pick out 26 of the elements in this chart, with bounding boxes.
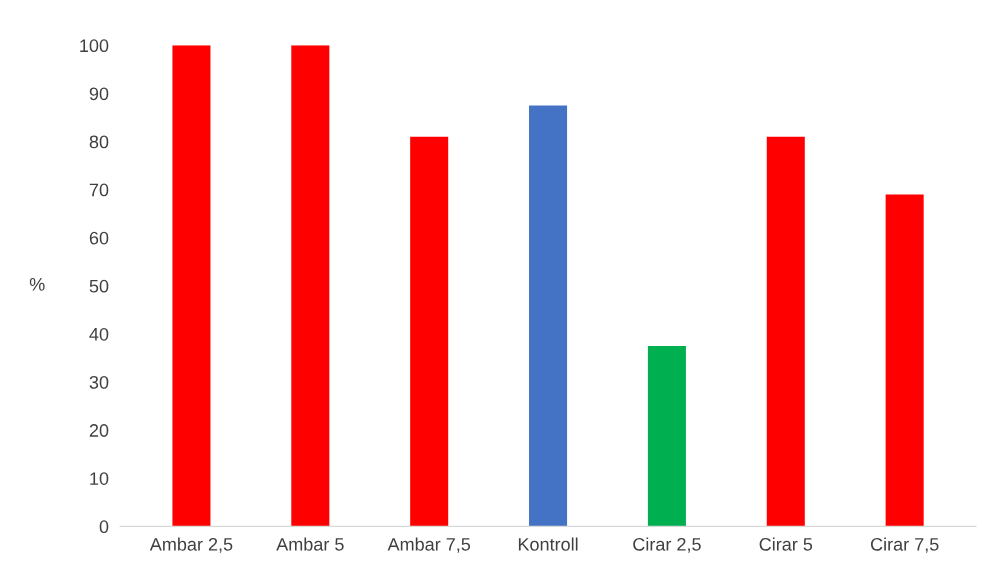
x-tick-label: Kontroll: [518, 537, 578, 551]
y-tick-label: 60: [89, 231, 109, 245]
y-tick-label: 0: [99, 520, 109, 534]
y-tick-label: 10: [90, 472, 109, 485]
x-tick-label: Cirar 2,5: [633, 537, 701, 553]
y-tick-label: 80: [89, 135, 109, 149]
x-tick-label: Ambar 5: [276, 537, 344, 551]
y-tick-label: 70: [89, 183, 109, 197]
bar: [410, 136, 449, 527]
bar: [766, 136, 805, 527]
x-tick-label: Cirar 7,5: [870, 537, 939, 553]
bar: [529, 105, 568, 527]
y-axis-title: %: [29, 277, 45, 291]
x-tick-label: Cirar 5: [759, 537, 813, 551]
y-tick-label: 40: [89, 327, 109, 341]
bar: [647, 345, 686, 527]
bar: [885, 194, 924, 527]
bar: [291, 45, 330, 527]
y-tick-label: 100: [80, 39, 109, 53]
y-tick-label: 90: [89, 87, 109, 101]
x-tick-label: Ambar 2,5: [149, 537, 233, 553]
bar: [172, 45, 211, 527]
x-tick-label: Ambar 7,5: [387, 537, 471, 553]
y-tick-label: 50: [89, 279, 109, 293]
y-tick-label: 20: [89, 424, 109, 437]
y-tick-label: 30: [89, 375, 109, 389]
